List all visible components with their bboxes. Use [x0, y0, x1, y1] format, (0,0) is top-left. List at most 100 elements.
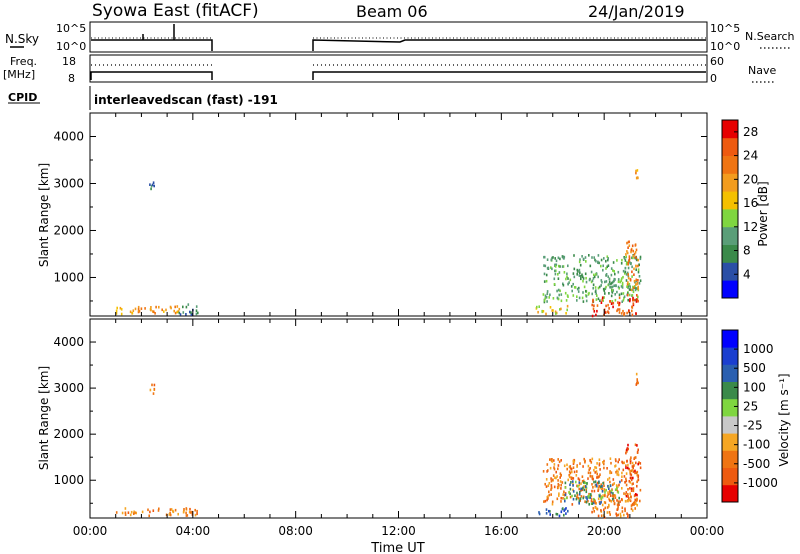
power-pixel — [596, 294, 598, 297]
power-pixel — [567, 277, 569, 280]
power-pixel — [578, 268, 581, 272]
power-pixel — [557, 256, 560, 260]
velocity-pixel — [189, 507, 191, 511]
power-pixel — [545, 273, 548, 277]
power-pixel — [600, 264, 602, 268]
power-pixel — [578, 274, 581, 277]
velocity-pixel — [569, 487, 572, 491]
power-pixel — [584, 256, 587, 259]
power-pixel — [555, 312, 557, 315]
velocity-pixel — [632, 470, 635, 473]
velocity-pixel — [576, 470, 578, 473]
power-pixel — [550, 258, 553, 262]
velocity-pixel — [596, 484, 598, 488]
velocity-pixel — [608, 476, 611, 480]
power-pixel — [620, 285, 623, 288]
velocity-pixel — [619, 480, 621, 484]
power-pixel — [631, 294, 634, 297]
velocity-pixel — [611, 497, 614, 501]
power-pixel — [178, 307, 181, 311]
power-pixel — [636, 282, 638, 285]
power-pixel — [604, 280, 606, 284]
velocity-pixel — [560, 473, 562, 477]
power-pixel — [568, 281, 570, 284]
velocity-pixel — [600, 486, 603, 490]
power-pixel — [152, 181, 155, 184]
power-pixel — [627, 298, 629, 302]
velocity-pixel — [634, 498, 636, 502]
velocity-pixel — [631, 482, 633, 486]
power-pixel — [611, 300, 614, 303]
velocity-pixel — [607, 478, 609, 481]
power-pixel — [605, 273, 608, 276]
velocity-pixel — [578, 483, 581, 487]
velocity-pixel — [599, 473, 601, 476]
colorbar-tick-label: 28 — [743, 125, 758, 139]
power-pixel — [149, 183, 151, 186]
velocity-pixel — [594, 480, 597, 483]
power-pixel — [636, 176, 639, 179]
velocity-pixel — [553, 459, 555, 462]
colorbar-segment — [722, 450, 738, 468]
power-pixel — [620, 277, 623, 280]
power-pixel — [635, 268, 637, 271]
x-tick-label: 12:00 — [381, 524, 416, 538]
velocity-pixel — [616, 503, 619, 506]
power-pixel — [561, 265, 564, 268]
power-pixel — [587, 293, 590, 296]
power-pixel — [637, 270, 640, 274]
velocity-pixel — [637, 381, 639, 385]
velocity-pixel — [628, 496, 630, 500]
velocity-pixel — [174, 508, 177, 512]
velocity-pixel — [557, 486, 560, 489]
velocity-pixel — [624, 500, 627, 503]
velocity-pixel — [589, 475, 592, 478]
power-data — [115, 169, 642, 318]
velocity-pixel — [158, 507, 160, 511]
power-pixel — [179, 313, 182, 316]
power-pixel — [637, 295, 639, 299]
power-pixel — [637, 287, 639, 291]
xaxis-label: Time UT — [370, 541, 424, 554]
velocity-pixel — [615, 484, 618, 487]
velocity-pixel — [130, 510, 133, 514]
power-pixel — [197, 311, 199, 315]
velocity-pixel — [625, 491, 628, 494]
power-pixel — [549, 306, 552, 309]
velocity-pixel — [594, 506, 597, 509]
power-pixel — [620, 312, 623, 315]
power-pixel — [131, 311, 134, 315]
power-pixel — [623, 296, 625, 300]
nsky-trace — [91, 39, 706, 51]
power-pixel — [602, 299, 604, 302]
power-pixel — [628, 310, 630, 314]
velocity-pixel — [598, 485, 600, 488]
velocity-pixel — [549, 458, 551, 461]
velocity-pixel — [601, 490, 604, 493]
power-pixel — [590, 270, 593, 274]
velocity-pixel — [631, 461, 634, 465]
velocity-pixel — [572, 466, 575, 469]
power-pixel — [600, 284, 602, 287]
velocity-pixel — [558, 514, 561, 518]
velocity-pixel — [578, 493, 581, 496]
colorbar-frame — [721, 119, 739, 299]
power-pixel — [557, 277, 560, 280]
velocity-cluster — [635, 372, 639, 386]
velocity-pixel — [556, 475, 558, 478]
power-pixel — [635, 300, 638, 303]
velocity-pixel — [593, 497, 595, 501]
velocity-pixel — [604, 491, 606, 494]
power-pixel — [592, 298, 594, 302]
velocity-pixel — [597, 486, 600, 490]
power-pixel — [618, 301, 621, 305]
power-pixel — [556, 296, 559, 300]
velocity-pixel — [609, 494, 612, 497]
velocity-pixel — [560, 459, 562, 462]
power-pixel — [620, 262, 623, 265]
power-pixel — [116, 306, 118, 310]
power-pixel — [554, 265, 557, 268]
power-pixel — [536, 305, 538, 309]
velocity-pixel — [563, 490, 565, 494]
